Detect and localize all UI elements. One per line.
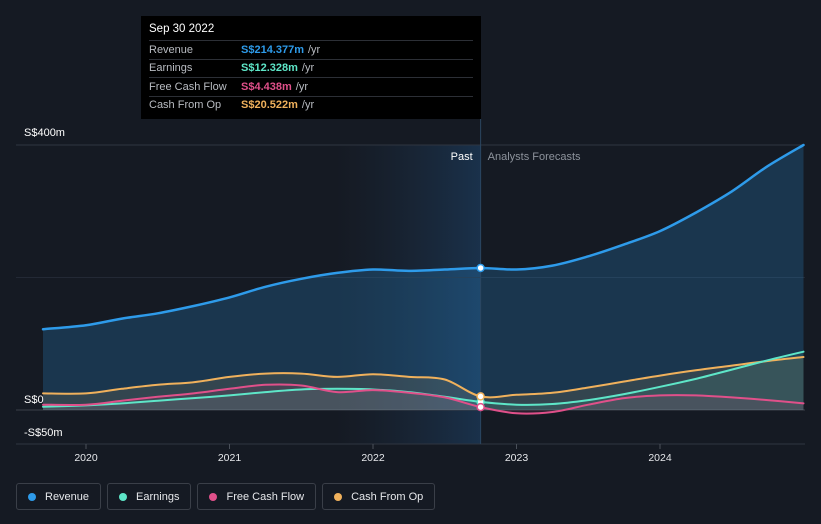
tooltip-row-earnings: Earnings S$12.328m /yr xyxy=(149,58,473,78)
y-label-zero: S$0 xyxy=(24,394,44,406)
y-label-bottom: -S$50m xyxy=(24,427,63,439)
divider-markers xyxy=(476,263,485,412)
legend-label: Earnings xyxy=(136,490,180,503)
legend-dot-icon xyxy=(28,492,36,501)
legend-dot-icon xyxy=(119,492,128,501)
area-revenue xyxy=(43,145,804,410)
grid-lines xyxy=(16,144,805,445)
tooltip-value: S$214.377m xyxy=(241,43,304,56)
series-lines xyxy=(41,143,805,415)
tooltip-unit: /yr xyxy=(308,43,321,56)
legend-label: Free Cash Flow xyxy=(226,490,305,503)
past-label: Past xyxy=(451,151,473,163)
legend-item-revenue[interactable]: Revenue xyxy=(16,483,102,510)
tooltip-row-revenue: Revenue S$214.377m /yr xyxy=(149,40,473,59)
line-free-cash-flow xyxy=(42,383,805,415)
legend-item-cash-from-op[interactable]: Cash From Op xyxy=(322,483,436,510)
tooltip-label: Cash From Op xyxy=(149,99,222,112)
tooltip-value: S$4.438m xyxy=(241,80,292,93)
tooltip-value: S$20.522m xyxy=(241,99,298,112)
legend-dot-icon xyxy=(209,492,218,501)
legend-label: Cash From Op xyxy=(351,490,424,503)
tooltip-unit: /yr xyxy=(301,62,315,75)
tooltip-row-cash-from-op: Cash From Op S$20.522m /yr xyxy=(149,95,473,115)
tooltip-label: Earnings xyxy=(149,62,193,75)
area-free-cash-flow xyxy=(43,384,804,414)
tooltip-label: Revenue xyxy=(149,43,194,56)
tooltip-row-free-cash-flow: Free Cash Flow S$4.438m /yr xyxy=(149,77,473,96)
x-tick-label: 2024 xyxy=(648,452,672,464)
legend-item-earnings[interactable]: Earnings xyxy=(107,483,192,510)
tooltip: Sep 30 2022 Revenue S$214.377m /yr Earni… xyxy=(141,16,481,119)
marker-revenue xyxy=(476,263,485,273)
tooltip-date: Sep 30 2022 xyxy=(149,23,215,35)
legend-item-free-cash-flow[interactable]: Free Cash Flow xyxy=(197,483,317,510)
line-revenue xyxy=(41,143,805,331)
legend-label: Revenue xyxy=(45,490,90,503)
y-label-top: S$400m xyxy=(24,127,65,139)
x-tick-label: 2020 xyxy=(74,452,98,464)
x-tick-label: 2021 xyxy=(218,452,242,464)
marker-free-cash-flow xyxy=(476,402,485,412)
x-axis-ticks: 2020 2021 2022 2023 2024 xyxy=(74,444,672,464)
marker-cash-from-op xyxy=(476,392,485,401)
tooltip-unit: /yr xyxy=(295,80,308,93)
past-highlight-band xyxy=(336,145,481,444)
legend-dot-icon xyxy=(334,492,343,501)
legend: Revenue Earnings Free Cash Flow Cash Fro… xyxy=(16,483,436,510)
line-cash-from-op xyxy=(42,356,805,399)
tooltip-label: Free Cash Flow xyxy=(149,80,227,93)
tooltip-unit: /yr xyxy=(301,99,315,112)
tooltip-value: S$12.328m xyxy=(241,62,298,75)
x-tick-label: 2022 xyxy=(361,452,385,464)
forecast-label: Analysts Forecasts xyxy=(488,151,581,163)
x-tick-label: 2023 xyxy=(505,452,529,464)
